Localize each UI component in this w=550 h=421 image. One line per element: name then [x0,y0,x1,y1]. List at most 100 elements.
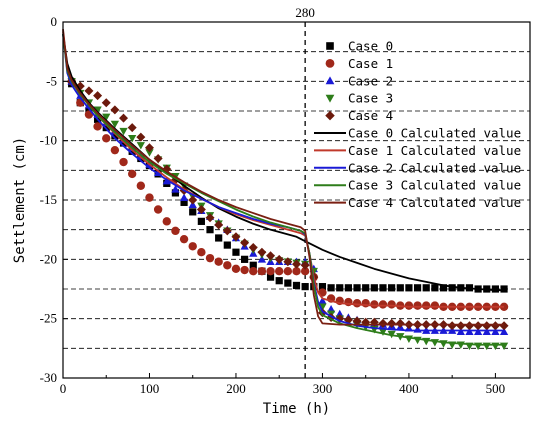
data-point [93,106,102,114]
data-point [93,122,102,131]
data-point [413,301,422,310]
data-point [499,342,509,351]
data-point [205,253,215,263]
data-point [119,113,129,123]
data-point [162,217,171,226]
data-point [266,273,275,281]
data-point [292,259,301,269]
legend-item: Case 0 [326,39,393,54]
data-point [188,195,198,205]
data-point [499,321,509,331]
data-point [344,297,353,307]
data-point [119,157,128,167]
data-point [101,98,111,108]
legend-symbol [325,94,335,103]
legend-symbol [325,110,335,121]
legend-symbol [325,59,335,68]
data-point [189,208,197,216]
data-point [292,267,301,276]
data-point [395,318,405,328]
y-tick-label: -20 [40,251,57,266]
data-point [482,342,491,351]
data-point [214,257,223,266]
y-tick-label: 0 [51,14,58,29]
data-point [249,261,257,269]
data-point [179,234,189,244]
data-point [362,284,370,292]
data-point [231,232,241,242]
data-point [128,134,137,143]
legend-label: Case 2 Calculated value [348,160,521,175]
data-point [153,153,163,163]
y-tick-label: -30 [40,370,57,385]
data-point [144,143,154,153]
legend-item: Case 2 Calculated value [314,160,521,175]
data-point [413,284,422,292]
data-point [300,267,310,276]
series-layer [62,29,509,351]
data-point [205,213,215,223]
data-point [388,284,396,292]
data-point [110,105,120,115]
data-point [93,91,103,101]
data-point [136,132,146,142]
data-point [353,284,361,292]
series-line-case-4-calculated-value [62,29,505,326]
data-point [464,321,474,331]
data-point [283,257,293,267]
data-point [352,299,362,308]
data-point [500,285,508,293]
data-point [352,316,362,326]
legend: Case 0 Case 1 Case 2 Case 3 Case 4 Case 0 Cal… [314,39,521,210]
data-point [171,189,180,197]
data-point [153,205,163,214]
data-point [378,328,388,336]
legend-item: Case 2 [325,73,393,88]
data-point [378,318,388,328]
data-point [222,226,232,236]
data-point [206,226,214,234]
data-point [266,267,275,276]
data-point [240,265,249,275]
data-point [196,204,206,214]
data-point [231,264,241,274]
legend-label: Case 1 Calculated value [348,143,521,158]
data-point [491,342,500,351]
data-point [179,193,189,201]
legend-label: Case 4 [348,108,393,123]
y-tick-label: -25 [40,311,57,326]
data-point [136,142,145,150]
legend-symbol [326,42,334,50]
data-point [240,238,250,248]
data-point [214,220,224,230]
data-point [378,300,388,309]
data-point [448,284,456,292]
legend-item: Case 0 Calculated value [314,126,521,141]
data-point [344,284,352,292]
data-point [111,132,119,140]
data-point [404,301,414,310]
data-point [171,226,180,236]
data-point [301,283,309,291]
reference-line-label: 280 [295,5,315,20]
legend-label: Case 0 Calculated value [348,126,521,141]
legend-item: Case 1 [325,56,393,71]
data-point [197,248,206,257]
legend-item: Case 3 [325,91,393,106]
data-point [84,86,94,96]
data-point [171,185,180,193]
y-tick-label: -5 [46,73,57,88]
x-tick-label: 0 [60,381,67,396]
data-point [422,284,430,292]
data-point [257,247,267,257]
data-point [145,149,154,157]
data-point [370,284,378,292]
data-point [241,255,249,263]
legend-item: Case 1 Calculated value [314,143,521,158]
data-point [275,267,284,276]
legend-label: Case 2 [348,73,393,88]
data-point [456,321,466,331]
data-point [180,198,188,206]
legend-label: Case 3 Calculated value [348,178,521,193]
data-point [283,267,293,276]
